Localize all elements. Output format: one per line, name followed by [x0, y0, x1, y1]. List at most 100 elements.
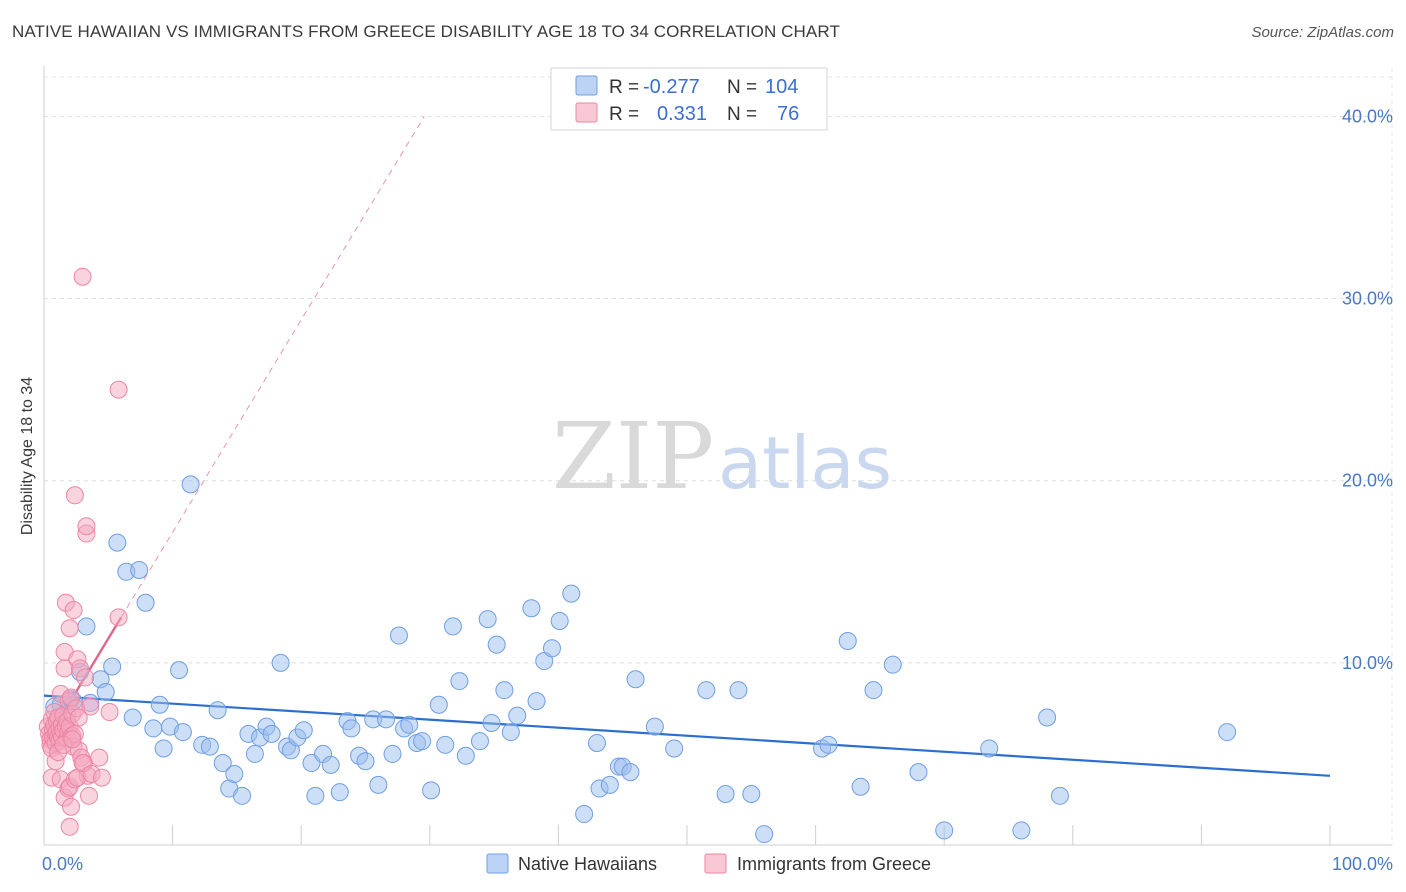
point-native-hawaiian-93 [819, 735, 838, 754]
legend-r-value-2: 0.331 [657, 103, 707, 125]
point-native-hawaiian-57 [413, 732, 432, 751]
point-greece-67 [90, 748, 109, 767]
point-native-hawaiian-64 [470, 732, 489, 751]
legend-r-label-1: R = [609, 77, 639, 98]
point-native-hawaiian-97 [883, 655, 902, 674]
point-native-hawaiian-55 [400, 715, 419, 734]
point-greece-62 [60, 817, 79, 836]
y-tick-label-0: 10.0% [1342, 653, 1393, 673]
point-native-hawaiian-95 [851, 777, 870, 796]
point-native-hawaiian-101 [1012, 821, 1031, 840]
point-native-hawaiian-94 [838, 632, 857, 650]
point-greece-40 [65, 486, 84, 505]
point-native-hawaiian-68 [495, 681, 514, 700]
point-native-hawaiian-91 [755, 825, 774, 844]
point-native-hawaiian-67 [487, 635, 506, 654]
y-tick-labels: 10.0% 20.0% 30.0% 40.0% [1342, 106, 1393, 672]
point-native-hawaiian-51 [377, 710, 396, 729]
point-native-hawaiian-102 [1038, 708, 1057, 727]
point-native-hawaiian-75 [550, 611, 569, 630]
bottom-legend-swatch-greece [704, 853, 727, 874]
point-native-hawaiian-77 [575, 805, 594, 824]
point-native-hawaiian-62 [450, 672, 469, 691]
y-tick-label-2: 30.0% [1342, 289, 1393, 309]
point-native-hawaiian-70 [508, 706, 527, 725]
legend-n-label-2: N = [727, 104, 757, 125]
point-native-hawaiian-28 [225, 764, 244, 783]
point-greece-74 [63, 730, 82, 749]
point-native-hawaiian-53 [389, 626, 408, 645]
point-native-hawaiian-85 [645, 717, 664, 736]
point-native-hawaiian-98 [909, 763, 928, 782]
trend-line-greece-extrapolated [120, 116, 425, 618]
point-native-hawaiian-87 [697, 681, 716, 700]
bottom-legend-swatch-native-hawaiians [486, 853, 509, 874]
point-native-hawaiian-48 [356, 752, 375, 771]
y-tick-label-3: 40.0% [1342, 106, 1393, 126]
legend-n-value-1: 104 [765, 76, 798, 98]
point-native-hawaiian-78 [587, 734, 606, 752]
point-native-hawaiian-86 [665, 739, 684, 758]
point-native-hawaiian-44 [330, 783, 349, 802]
point-native-hawaiian-41 [306, 786, 325, 805]
point-native-hawaiian-90 [742, 785, 761, 803]
point-native-hawaiian-83 [621, 763, 640, 782]
point-greece-47 [73, 267, 92, 286]
bottom-legend-native-hawaiians: Native Hawaiians [518, 854, 657, 874]
point-greece-69 [100, 703, 119, 722]
legend-r-value-1: -0.277 [643, 76, 700, 98]
point-native-hawaiian-6 [77, 617, 96, 636]
bottom-legend: Native Hawaiians Immigrants from Greece [486, 853, 931, 874]
point-native-hawaiian-17 [150, 695, 169, 714]
source-label: Source: ZipAtlas.com [1251, 24, 1394, 41]
point-native-hawaiian-89 [729, 681, 748, 700]
point-native-hawaiian-59 [429, 695, 448, 714]
data-points [38, 267, 1237, 844]
point-native-hawaiian-39 [294, 721, 313, 740]
point-native-hawaiian-66 [482, 713, 501, 732]
point-native-hawaiian-20 [170, 661, 189, 680]
point-native-hawaiian-13 [123, 708, 142, 727]
point-native-hawaiian-88 [716, 785, 735, 803]
point-native-hawaiian-9 [96, 683, 115, 701]
point-greece-38 [64, 601, 83, 620]
point-native-hawaiian-61 [443, 617, 462, 636]
point-native-hawaiian-29 [233, 786, 252, 805]
point-native-hawaiian-26 [213, 754, 232, 773]
chart-title: NATIVE HAWAIIAN VS IMMIGRANTS FROM GREEC… [12, 22, 840, 41]
y-tick-label-1: 20.0% [1342, 471, 1393, 491]
legend-n-label-1: N = [727, 77, 757, 98]
point-native-hawaiian-72 [527, 692, 546, 711]
point-native-hawaiian-14 [130, 560, 149, 579]
point-native-hawaiian-80 [600, 775, 619, 794]
point-native-hawaiian-25 [208, 701, 227, 720]
point-greece-70 [109, 608, 128, 627]
legend-n-value-2: 76 [777, 103, 799, 125]
point-greece-32 [60, 619, 79, 638]
point-native-hawaiian-43 [321, 755, 340, 774]
watermark-zip: ZIP [552, 403, 714, 510]
legend-swatch-greece [575, 102, 598, 123]
grid-lines [44, 68, 1393, 845]
legend-r-label-2: R = [609, 104, 639, 125]
bottom-legend-greece: Immigrants from Greece [737, 854, 931, 874]
point-native-hawaiian-15 [136, 593, 155, 612]
point-greece-53 [80, 786, 99, 805]
point-native-hawaiian-18 [154, 739, 173, 758]
x-tick-label-1: 100.0% [1332, 854, 1393, 874]
watermark: ZIP atlas [552, 403, 892, 510]
point-native-hawaiian-21 [173, 723, 192, 742]
legend-box: R = -0.277 N = 104 R = 0.331 N = 76 [550, 67, 828, 131]
point-greece-61 [62, 797, 81, 816]
point-greece-75 [69, 708, 88, 727]
point-native-hawaiian-65 [478, 610, 497, 629]
point-native-hawaiian-24 [200, 737, 219, 756]
point-greece-71 [109, 380, 128, 399]
point-native-hawaiian-74 [542, 639, 561, 658]
point-native-hawaiian-16 [144, 719, 163, 738]
point-native-hawaiian-10 [103, 657, 122, 676]
point-native-hawaiian-34 [262, 724, 281, 743]
legend-swatch-native-hawaiians [575, 75, 598, 96]
point-greece-49 [76, 668, 95, 687]
